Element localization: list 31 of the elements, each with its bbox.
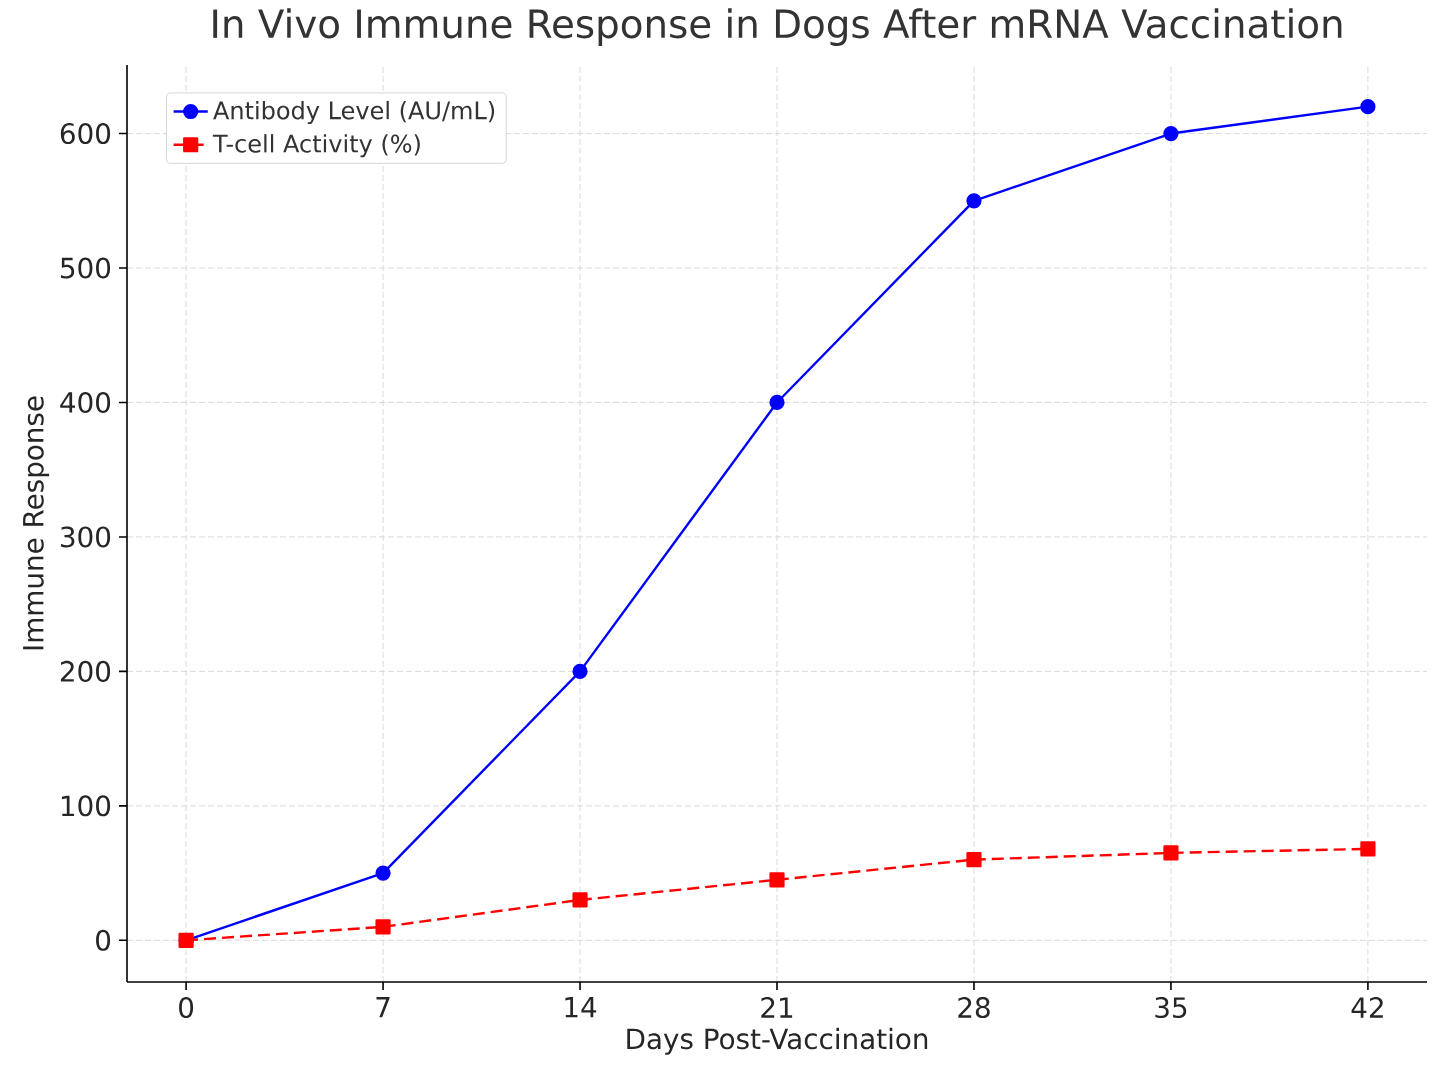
y-tick-label: 300 (60, 526, 111, 548)
point (1163, 125, 1179, 142)
point (1163, 845, 1179, 861)
y-tick-label: 200 (60, 660, 111, 682)
x-tick-label: 21 (761, 997, 793, 1018)
legend-label: Antibody Level (AU/mL) (213, 100, 495, 125)
legend-label: T-cell Activity (%) (212, 134, 420, 158)
x-tick-label: 0 (179, 997, 194, 1019)
point (769, 394, 785, 411)
x-tick-label: 35 (1155, 997, 1187, 1019)
y-tick-label: 400 (60, 391, 111, 413)
point (966, 193, 982, 209)
chart-title: In Vivo Immune Response in Dogs After mRNA Vaccination (213, 8, 1342, 46)
point (1360, 99, 1376, 115)
point (1360, 841, 1376, 857)
x-tick-label: 42 (1351, 997, 1383, 1018)
point (769, 872, 785, 888)
y-tick-label: 500 (61, 257, 111, 279)
x-tick-label: 14 (565, 997, 597, 1018)
y-axis-title: Immune Response (23, 396, 50, 650)
point (572, 892, 588, 908)
y-tick-label: 600 (60, 123, 111, 145)
point (375, 865, 391, 881)
x-tick-label: 28 (958, 997, 990, 1019)
point (966, 852, 982, 868)
point (572, 663, 588, 679)
x-axis-title: Days Post-Vaccination (627, 1027, 928, 1055)
x-tick-label: 7 (376, 997, 390, 1018)
y-tick-label: 100 (61, 795, 111, 817)
y-tick-label: 0 (96, 929, 111, 951)
point (375, 919, 391, 935)
